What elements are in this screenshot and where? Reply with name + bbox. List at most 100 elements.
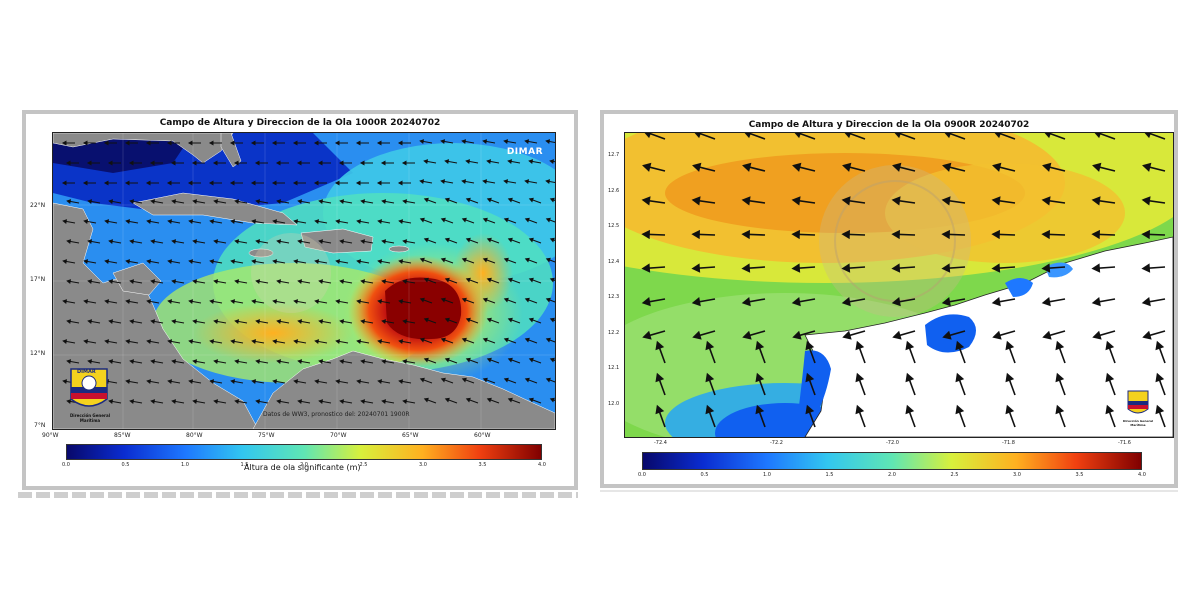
wave-arrow-head	[104, 339, 110, 344]
wave-arrow-coastal-head	[1091, 229, 1100, 240]
wave-arrow-head	[335, 259, 341, 264]
wave-arrow-head	[66, 239, 72, 244]
logo-caption: Dirección General Marítima	[69, 413, 111, 423]
wave-arrow-coastal-head	[705, 372, 715, 383]
wave-arrow-head	[503, 257, 509, 263]
wave-arrow-head	[145, 140, 151, 146]
wave-arrow-head	[86, 160, 92, 166]
wave-arrow-head	[272, 299, 278, 304]
dimar-brand-label: DIMAR	[506, 147, 543, 157]
wave-arrow-coastal-head	[755, 372, 765, 383]
wave-arrow-head	[528, 277, 534, 283]
coastal-wave-field	[625, 133, 1173, 437]
wave-arrow-head	[255, 319, 261, 324]
wave-arrow-head	[549, 357, 555, 363]
wave-arrow-head	[276, 359, 282, 364]
wave-arrow-head	[444, 197, 450, 203]
wave-arrow-coastal-head	[644, 133, 652, 139]
wave-arrow-head	[234, 359, 240, 364]
wave-arrow-head	[124, 180, 130, 186]
wave-arrow-head	[275, 160, 281, 166]
wave-arrow-coastal-head	[805, 372, 815, 383]
wave-arrow-head	[402, 199, 408, 204]
wave-arrow-head	[377, 339, 383, 344]
wave-arrow-head	[482, 257, 488, 263]
wave-arrow-head	[482, 377, 488, 383]
wave-arrow-head	[419, 337, 425, 343]
wave-arrow-head	[507, 159, 513, 164]
y-tick-label: 12.6	[608, 187, 620, 194]
wave-arrow-head	[166, 140, 172, 146]
wave-arrow-head	[66, 359, 72, 364]
coastal-wave-map-panel: Campo de Altura y Direccion de la Ola 09…	[600, 110, 1178, 488]
wave-arrow-head	[318, 359, 324, 364]
wave-arrow-coastal-head	[741, 297, 751, 307]
colorbar-tick-label: 3.0	[419, 462, 427, 468]
wave-arrow-coastal-head	[991, 229, 1000, 240]
wave-arrow-coastal-head	[1044, 133, 1052, 139]
wave-arrow-head	[465, 237, 471, 243]
wave-arrow-coastal-head	[1041, 196, 1051, 206]
wave-arrow-coastal-head	[1094, 133, 1102, 139]
wave-arrow-head	[254, 160, 260, 166]
wave-arrow-head	[125, 339, 131, 344]
x-tick-65w: 65°W	[402, 432, 419, 439]
wave-arrow-coastal-head	[892, 330, 902, 340]
wave-arrow-coastal-head	[741, 196, 751, 206]
wave-arrow-head	[380, 160, 386, 166]
wave-arrow-head	[465, 317, 471, 323]
colorbar-tick-label: 2.5	[950, 472, 959, 478]
x-tick-90w: 90°W	[42, 432, 59, 439]
wave-arrow-head	[397, 140, 403, 146]
wave-arrow-head	[255, 199, 261, 204]
wave-arrow-head	[192, 399, 198, 404]
wave-arrow-head	[486, 159, 492, 164]
wave-arrow-head	[528, 237, 534, 243]
wave-arrow-head	[297, 359, 303, 364]
wave-arrow-head	[272, 339, 278, 344]
wave-arrow-head	[62, 259, 68, 264]
wave-arrow-head	[146, 299, 152, 304]
wave-arrow-coastal-head	[1092, 162, 1102, 172]
wave-arrow-coastal-head	[955, 372, 965, 383]
wave-arrow-head	[251, 339, 257, 344]
wave-arrow-head	[167, 339, 173, 344]
wave-arrow-head	[486, 277, 492, 283]
wave-arrow-coastal-head	[891, 263, 901, 273]
wave-arrow-head	[482, 337, 488, 343]
wave-arrow-head	[402, 319, 408, 324]
wave-arrow-head	[360, 199, 366, 204]
wave-arrow-head	[146, 259, 152, 264]
wave-arrow-coastal	[796, 133, 816, 140]
wave-arrow-head	[251, 299, 257, 304]
wave-arrow-head	[167, 379, 173, 384]
wave-arrow-coastal-head	[691, 196, 701, 206]
wave-arrow-head	[360, 279, 366, 284]
wave-arrow-head	[314, 299, 320, 304]
wave-arrow-head	[146, 379, 152, 384]
wave-arrow-head	[272, 219, 278, 224]
wave-arrow-head	[419, 217, 425, 223]
wave-arrow-head	[213, 199, 219, 204]
colorbar-tick-label: 1.5	[240, 462, 249, 468]
wave-arrow-head	[66, 319, 72, 324]
wave-arrow-head	[83, 219, 89, 224]
left-map-title: Campo de Altura y Direccion de la Ola 10…	[159, 118, 441, 128]
wave-arrow-head	[377, 299, 383, 304]
wave-arrow-head	[83, 259, 89, 264]
right-map-title: Campo de Altura y Direccion de la Ola 09…	[748, 120, 1030, 130]
wave-arrow-head	[129, 399, 135, 404]
wave-arrow-head	[192, 199, 198, 204]
colorbar-tick-label: 1.0	[181, 462, 189, 468]
colorbar-tick-label: 4.0	[1138, 472, 1146, 478]
wave-arrow-head	[486, 237, 492, 243]
wave-arrow-head	[549, 197, 555, 203]
wave-arrow-head	[423, 237, 429, 243]
wave-arrow-coastal-head	[905, 372, 915, 383]
wave-arrow-head	[292, 180, 298, 186]
wave-arrow-head	[402, 399, 408, 404]
wave-arrow-head	[528, 197, 534, 203]
wave-arrow-coastal-head	[891, 229, 900, 240]
wave-arrow-head	[188, 379, 194, 384]
wave-arrow-head	[524, 139, 530, 144]
